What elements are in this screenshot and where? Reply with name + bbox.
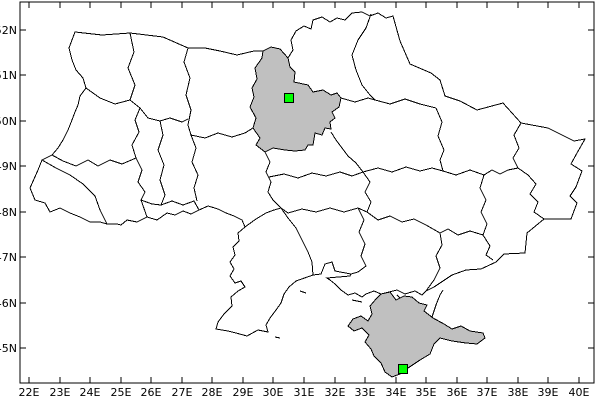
x-tick-label: 27E — [172, 386, 193, 399]
oblast-boundary — [157, 120, 166, 206]
coastline-detail — [431, 289, 444, 318]
oblast-boundary — [85, 87, 131, 105]
x-tick-label: 31E — [294, 386, 315, 399]
oblast-boundary — [268, 171, 364, 179]
oblast-boundary — [350, 207, 367, 275]
oblast-boundary — [41, 159, 108, 225]
oblast-boundary — [366, 211, 441, 234]
y-tick-label: 47N — [0, 251, 17, 264]
coastline-detail — [299, 290, 307, 294]
oblast-boundary — [512, 122, 522, 169]
y-tick-label: 48N — [0, 206, 17, 219]
oblast-boundary — [135, 157, 148, 218]
x-tick-label: 38E — [508, 386, 529, 399]
oblast-boundary — [140, 199, 200, 211]
oblast-boundary — [483, 167, 519, 176]
x-tick-label: 25E — [111, 386, 132, 399]
oblast-boundary — [479, 174, 494, 261]
x-tick-label: 22E — [19, 386, 40, 399]
oblast-boundary — [280, 207, 368, 214]
oblast-boundary — [517, 167, 545, 220]
oblast-boundary — [127, 32, 136, 101]
country-outline — [29, 11, 586, 337]
coastline-detail — [274, 336, 281, 339]
x-tick-label: 28E — [202, 386, 223, 399]
x-tick-label: 23E — [50, 386, 71, 399]
oblast-boundary — [340, 97, 437, 109]
oblast-boundary — [190, 134, 199, 202]
marker-north — [284, 93, 294, 103]
x-tick-label: 30E — [263, 386, 284, 399]
x-tick-label: 26E — [141, 386, 162, 399]
x-tick-label: 40E — [569, 386, 590, 399]
oblast-boundary — [190, 127, 254, 139]
x-tick-label: 33E — [355, 386, 376, 399]
axes-box — [19, 1, 595, 384]
region-highlight-north — [249, 46, 342, 153]
y-tick-label: 51N — [0, 69, 17, 82]
y-tick-label: 50N — [0, 115, 17, 128]
x-tick-label: 35E — [416, 386, 437, 399]
y-tick-label: 45N — [0, 342, 17, 355]
x-tick-label: 24E — [80, 386, 101, 399]
oblast-boundary — [131, 107, 141, 159]
y-tick-label: 52N — [0, 24, 17, 37]
coastline-detail — [351, 299, 363, 303]
oblast-boundary — [351, 13, 376, 101]
x-tick-label: 34E — [386, 386, 407, 399]
oblast-boundary — [51, 154, 137, 167]
oblast-boundary — [183, 47, 192, 136]
y-tick-label: 49N — [0, 160, 17, 173]
x-tick-label: 39E — [538, 386, 559, 399]
oblast-boundary — [435, 107, 445, 172]
marker-crimea — [398, 364, 408, 374]
oblast-boundary — [362, 171, 372, 213]
oblast-boundary — [362, 166, 485, 176]
oblast-boundary — [425, 228, 484, 292]
oblast-boundary — [264, 151, 282, 209]
x-tick-label: 32E — [325, 386, 346, 399]
y-tick-label: 46N — [0, 297, 17, 310]
region-highlight-crimea — [347, 291, 486, 378]
oblast-boundary — [280, 207, 314, 276]
x-tick-label: 29E — [233, 386, 254, 399]
oblast-boundary — [244, 207, 282, 228]
x-tick-label: 37E — [477, 386, 498, 399]
x-tick-label: 36E — [447, 386, 468, 399]
oblast-boundary — [330, 131, 364, 173]
